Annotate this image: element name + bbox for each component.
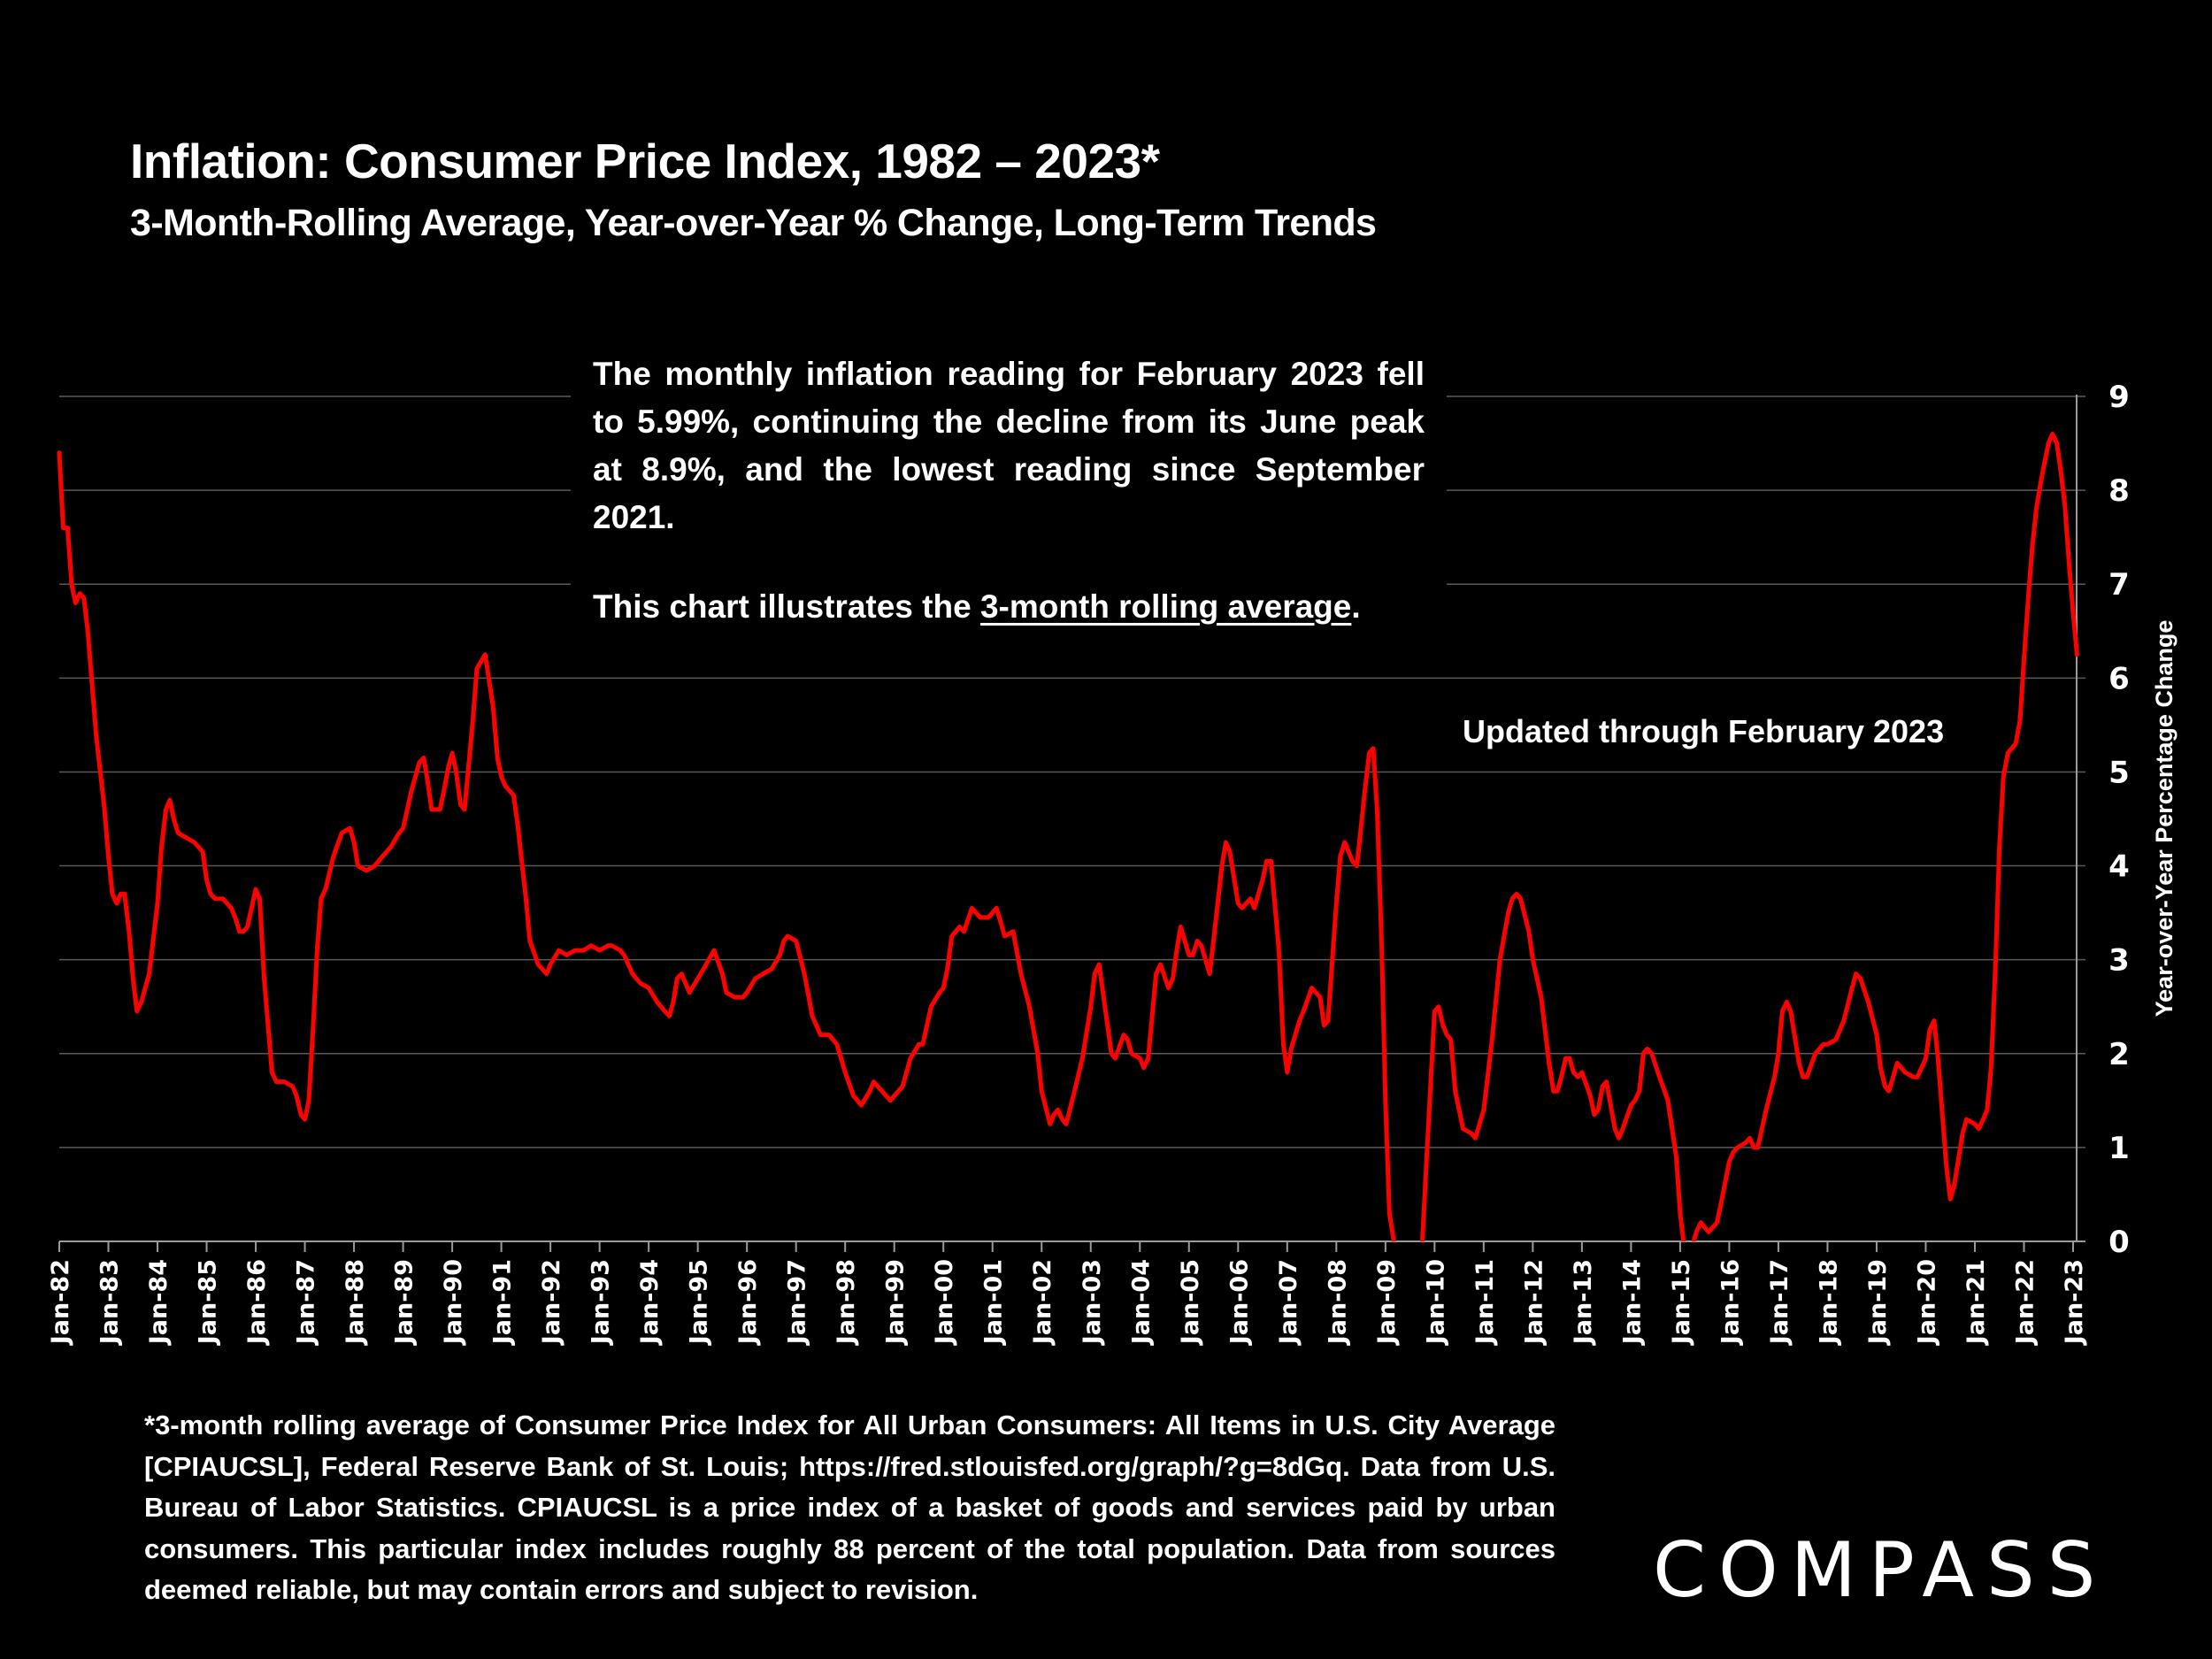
x-tick-label: Jan-22	[2011, 1259, 2039, 1346]
source-footnote: *3-month rolling average of Consumer Pri…	[144, 1409, 1555, 1605]
x-tick-label: Jan-04	[1127, 1259, 1155, 1346]
y-tick-label: 3	[2108, 943, 2130, 979]
x-tick-label: Jan-93	[588, 1259, 615, 1346]
x-tick-label: Jan-13	[1570, 1259, 1597, 1346]
x-tick-label: Jan-01	[980, 1259, 1008, 1346]
x-tick-label: Jan-86	[243, 1259, 271, 1346]
x-tick-label: Jan-16	[1717, 1259, 1744, 1346]
x-tick-labels: Jan-82 Jan-83 Jan-84 Jan-85 Jan-86 Jan-87 Jan-…	[47, 1259, 2088, 1346]
x-tick-label: Jan-83	[96, 1259, 124, 1346]
y-tick-label: 6	[2108, 661, 2130, 696]
x-tick-label: Jan-08	[1324, 1259, 1351, 1346]
chart-title: Inflation: Consumer Price Index, 1982 – …	[130, 134, 1160, 188]
annotation-paragraph: The monthly inflation reading for Februa…	[593, 356, 1425, 535]
x-tick-label: Jan-91	[489, 1259, 517, 1346]
x-tick-label: Jan-95	[686, 1259, 713, 1346]
annotation-rolling-average: This chart illustrates the 3-month rolli…	[593, 588, 1361, 626]
annotation-suffix: .	[1351, 588, 1361, 625]
rolling-average-link: 3-month rolling average	[979, 588, 1352, 625]
x-tick-label: Jan-82	[47, 1259, 74, 1346]
x-tick-label: Jan-89	[391, 1259, 419, 1346]
x-tick-label: Jan-14	[1618, 1259, 1646, 1346]
updated-through-label: Updated through February 2023	[1463, 713, 1945, 749]
x-tick-label: Jan-20	[1913, 1259, 1940, 1346]
y-tick-label: 4	[2108, 849, 2130, 885]
annotation-prefix: This chart illustrates the	[593, 588, 980, 625]
x-tick-label: Jan-85	[195, 1259, 222, 1346]
chart-subtitle: 3-Month-Rolling Average, Year-over-Year …	[130, 202, 1377, 244]
x-tick-label: Jan-02	[1029, 1259, 1056, 1346]
axes	[58, 395, 2085, 1252]
x-tick-label: Jan-11	[1471, 1259, 1499, 1346]
y-tick-label: 7	[2108, 567, 2130, 603]
x-tick-label: Jan-97	[784, 1259, 811, 1346]
x-tick-label: Jan-07	[1275, 1259, 1302, 1346]
y-tick-label: 1	[2108, 1131, 2130, 1166]
y-axis-label: Year-over-Year Percentage Change	[2151, 620, 2177, 1018]
x-tick-label: Jan-84	[145, 1259, 173, 1346]
x-tick-label: Jan-87	[293, 1259, 320, 1346]
x-tick-label: Jan-92	[538, 1259, 565, 1346]
x-tick-label: Jan-94	[636, 1259, 664, 1346]
y-tick-label: 2	[2108, 1037, 2130, 1072]
x-tick-label: Jan-23	[2061, 1259, 2088, 1346]
y-tick-labels: 0 1 2 3 4 5 6 7 8 9	[2108, 380, 2130, 1260]
series-line-cpi	[57, 431, 2079, 1241]
x-tick-label: Jan-05	[1177, 1259, 1204, 1346]
x-tick-label: Jan-15	[1668, 1259, 1695, 1346]
y-tick-label: 5	[2108, 755, 2130, 790]
compass-logo: COMPASS	[1653, 1526, 2108, 1615]
x-tick-label: Jan-06	[1225, 1259, 1253, 1346]
x-tick-label: Jan-10	[1422, 1259, 1449, 1346]
x-tick-label: Jan-00	[931, 1259, 958, 1346]
annotation-box	[571, 342, 1447, 647]
y-tick-label: 9	[2108, 380, 2130, 415]
x-tick-label: Jan-98	[833, 1259, 860, 1346]
x-tick-label: Jan-18	[1815, 1259, 1842, 1346]
y-tick-label: 8	[2108, 473, 2130, 509]
x-tick-label: Jan-03	[1079, 1259, 1106, 1346]
x-tick-label: Jan-17	[1766, 1259, 1793, 1346]
x-tick-label: Jan-21	[1962, 1259, 1990, 1346]
x-tick-label: Jan-96	[734, 1259, 762, 1346]
x-tick-label: Jan-12	[1520, 1259, 1548, 1346]
x-tick-label: Jan-09	[1373, 1259, 1401, 1346]
x-tick-label: Jan-19	[1864, 1259, 1892, 1346]
x-tick-label: Jan-88	[342, 1259, 369, 1346]
x-tick-label: Jan-99	[882, 1259, 910, 1346]
x-tick-label: Jan-90	[440, 1259, 467, 1346]
y-tick-label: 0	[2108, 1225, 2130, 1260]
